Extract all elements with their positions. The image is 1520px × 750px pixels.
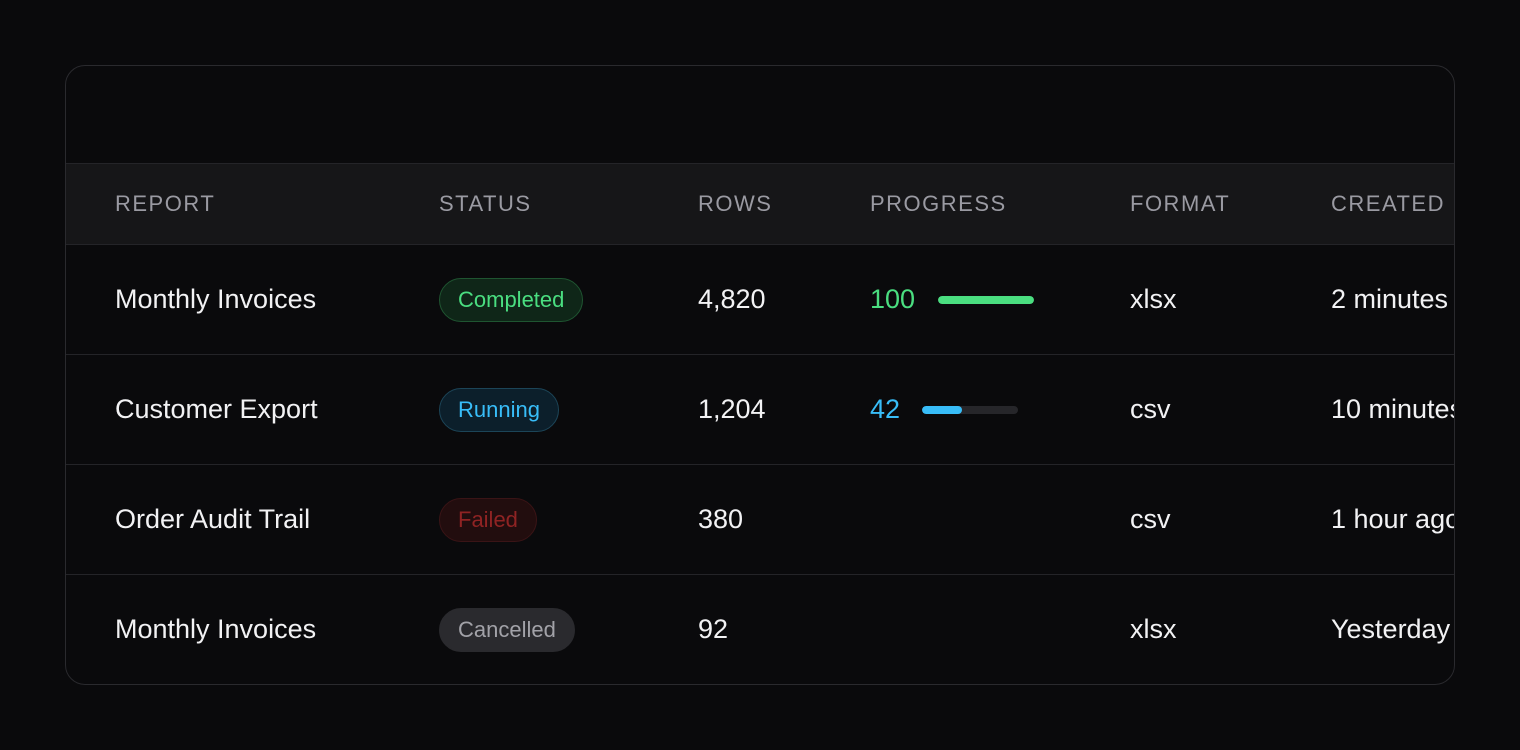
- table-cell: 380: [698, 504, 744, 534]
- progress-value: 42: [870, 394, 901, 424]
- table-cell: Running: [439, 355, 559, 464]
- table-cell: xlsx: [1130, 284, 1177, 314]
- table-cell: 10 minutes: [1331, 394, 1454, 424]
- table-header: REPORT STATUS ROWS PROGRESS FORMAT CREATED: [66, 163, 1454, 245]
- progress-value: 100: [870, 284, 916, 314]
- table-cell: 100: [870, 245, 1034, 354]
- progress-fill: [922, 405, 963, 414]
- table-cell: 92: [698, 614, 729, 644]
- column-header: FORMAT: [1130, 191, 1231, 216]
- table-cell: Monthly Invoices: [115, 284, 317, 314]
- table-cell: csv: [1130, 394, 1171, 424]
- status-badge: Failed: [439, 497, 537, 542]
- status-badge: Cancelled: [439, 607, 575, 652]
- table-cell: 1 hour ago: [1331, 504, 1454, 534]
- table-cell: Customer Export: [115, 394, 318, 424]
- table-cell: 1,204: [698, 394, 766, 424]
- status-badge: Completed: [439, 277, 584, 322]
- table-cell: csv: [1130, 504, 1171, 534]
- progress-fill: [938, 295, 1034, 304]
- table-cell: Cancelled: [439, 575, 575, 684]
- table-cell: 4,820: [698, 284, 766, 314]
- progress-track: [938, 295, 1034, 304]
- column-header: STATUS: [439, 191, 532, 216]
- table-cell: 42: [870, 355, 1018, 464]
- status-badge: Running: [439, 387, 559, 432]
- table-cell: 2 minutes: [1331, 284, 1449, 314]
- progress-track: [922, 405, 1018, 414]
- reports-card: REPORT STATUS ROWS PROGRESS FORMAT CREATED Mo…: [65, 65, 1455, 685]
- table-cell: Order Audit Trail: [115, 504, 311, 534]
- table-row[interactable]: Customer Export Running 1,204 42 csv 10 minut…: [66, 355, 1454, 465]
- column-header: PROGRESS: [870, 191, 1007, 216]
- table-cell: Completed: [439, 245, 584, 354]
- table-row[interactable]: Order Audit Trail Failed 380 csv 1 hour ago: [66, 465, 1454, 575]
- table-cell: Monthly Invoices: [115, 614, 317, 644]
- table-row[interactable]: Monthly Invoices Completed 4,820 100 xlsx 2 m…: [66, 245, 1454, 355]
- column-header: ROWS: [698, 191, 773, 216]
- table-cell: xlsx: [1130, 614, 1177, 644]
- column-header: CREATED: [1331, 191, 1445, 216]
- table-row[interactable]: Monthly Invoices Cancelled 92 xlsx Yesterday: [66, 575, 1454, 684]
- table-cell: Yesterday: [1331, 614, 1451, 644]
- column-header: REPORT: [115, 191, 216, 216]
- table-cell: Failed: [439, 465, 537, 574]
